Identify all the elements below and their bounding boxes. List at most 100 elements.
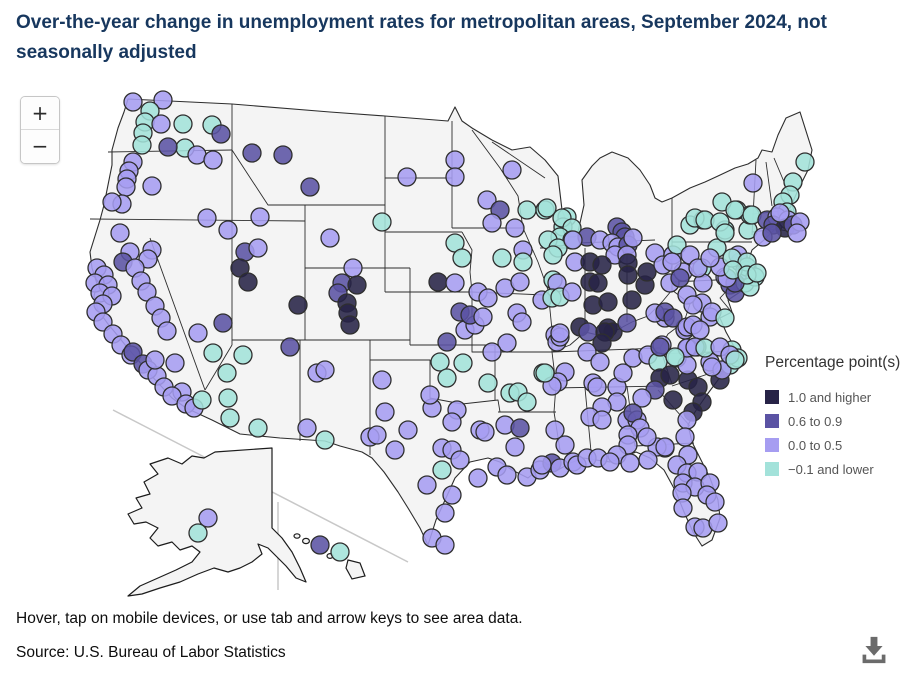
metro-area-dot[interactable] (233, 345, 253, 365)
metro-area-dot[interactable] (347, 275, 367, 295)
metro-area-dot[interactable] (340, 315, 360, 335)
metro-area-dot[interactable] (683, 295, 703, 315)
metro-area-dot[interactable] (213, 313, 233, 333)
metro-area-dot[interactable] (437, 368, 457, 388)
metro-area-dot[interactable] (330, 542, 350, 562)
metro-area-dot[interactable] (217, 363, 237, 383)
metro-area-dot[interactable] (398, 420, 418, 440)
metro-area-dot[interactable] (510, 418, 530, 438)
metro-area-dot[interactable] (238, 272, 258, 292)
metro-area-dot[interactable] (655, 437, 675, 457)
metro-area-dot[interactable] (478, 288, 498, 308)
metro-area-dot[interactable] (203, 343, 223, 363)
metro-area-dot[interactable] (420, 385, 440, 405)
metro-area-dot[interactable] (770, 203, 790, 223)
metro-area-dot[interactable] (372, 212, 392, 232)
metro-area-dot[interactable] (623, 228, 643, 248)
metro-area-dot[interactable] (300, 177, 320, 197)
metro-area-dot[interactable] (151, 114, 171, 134)
metro-area-dot[interactable] (588, 273, 608, 293)
metro-area-dot[interactable] (638, 450, 658, 470)
metro-area-dot[interactable] (145, 350, 165, 370)
metro-area-dot[interactable] (203, 150, 223, 170)
metro-area-dot[interactable] (211, 124, 231, 144)
metro-area-dot[interactable] (442, 412, 462, 432)
metro-area-dot[interactable] (417, 475, 437, 495)
metro-area-dot[interactable] (110, 223, 130, 243)
metro-area-dot[interactable] (372, 370, 392, 390)
metro-area-dot[interactable] (787, 223, 807, 243)
metro-area-dot[interactable] (435, 503, 455, 523)
metro-area-dot[interactable] (512, 312, 532, 332)
metro-area-dot[interactable] (725, 350, 745, 370)
metro-area-dot[interactable] (315, 360, 335, 380)
metro-area-dot[interactable] (725, 200, 745, 220)
metro-area-dot[interactable] (142, 176, 162, 196)
metro-area-dot[interactable] (297, 418, 317, 438)
metro-area-dot[interactable] (622, 290, 642, 310)
metro-area-dot[interactable] (702, 357, 722, 377)
metro-area-dot[interactable] (592, 410, 612, 430)
metro-area-dot[interactable] (663, 308, 683, 328)
metro-area-dot[interactable] (452, 248, 472, 268)
metro-area-dot[interactable] (385, 440, 405, 460)
metro-area-dot[interactable] (532, 455, 552, 475)
metro-area-dot[interactable] (482, 342, 502, 362)
metro-area-dot[interactable] (618, 265, 638, 285)
metro-area-dot[interactable] (708, 513, 728, 533)
metro-area-dot[interactable] (116, 177, 136, 197)
metro-area-dot[interactable] (587, 377, 607, 397)
metro-area-dot[interactable] (468, 468, 488, 488)
metro-area-dot[interactable] (502, 160, 522, 180)
metro-area-dot[interactable] (248, 238, 268, 258)
metro-area-dot[interactable] (477, 190, 497, 210)
metro-area-dot[interactable] (617, 313, 637, 333)
metro-area-dot[interactable] (598, 292, 618, 312)
metro-area-dot[interactable] (543, 245, 563, 265)
metro-area-dot[interactable] (445, 273, 465, 293)
dots-layer[interactable] (85, 90, 815, 562)
metro-area-dot[interactable] (715, 308, 735, 328)
metro-area-dot[interactable] (592, 255, 612, 275)
metro-area-dot[interactable] (188, 323, 208, 343)
metro-area-dot[interactable] (250, 207, 270, 227)
metro-area-dot[interactable] (187, 145, 207, 165)
metro-area-dot[interactable] (613, 363, 633, 383)
metro-area-dot[interactable] (218, 220, 238, 240)
metro-area-dot[interactable] (660, 365, 680, 385)
metro-area-dot[interactable] (367, 425, 387, 445)
metro-area-dot[interactable] (445, 167, 465, 187)
zoom-in-button[interactable]: + (21, 97, 59, 130)
metro-area-dot[interactable] (620, 453, 640, 473)
metro-area-dot[interactable] (677, 410, 697, 430)
metro-area-dot[interactable] (510, 272, 530, 292)
metro-area-dot[interactable] (310, 535, 330, 555)
metro-area-dot[interactable] (675, 427, 695, 447)
metro-area-dot[interactable] (650, 337, 670, 357)
download-icon[interactable] (858, 634, 890, 666)
metro-area-dot[interactable] (475, 422, 495, 442)
metro-area-dot[interactable] (690, 320, 710, 340)
metro-area-dot[interactable] (218, 388, 238, 408)
metro-area-dot[interactable] (592, 333, 612, 353)
metro-area-dot[interactable] (563, 230, 583, 250)
metro-area-dot[interactable] (537, 198, 557, 218)
metro-area-dot[interactable] (795, 152, 815, 172)
metro-area-dot[interactable] (197, 208, 217, 228)
metro-area-dot[interactable] (535, 363, 555, 383)
metro-area-dot[interactable] (600, 452, 620, 472)
metro-area-dot[interactable] (442, 485, 462, 505)
metro-area-dot[interactable] (132, 135, 152, 155)
metro-area-dot[interactable] (375, 402, 395, 422)
metro-area-dot[interactable] (517, 392, 537, 412)
metro-area-dot[interactable] (665, 347, 685, 367)
metro-area-dot[interactable] (450, 450, 470, 470)
metro-area-dot[interactable] (505, 218, 525, 238)
metro-area-dot[interactable] (482, 213, 502, 233)
metro-area-dot[interactable] (102, 192, 122, 212)
metro-area-dot[interactable] (637, 427, 657, 447)
metro-area-dot[interactable] (273, 145, 293, 165)
metro-area-dot[interactable] (432, 460, 452, 480)
metro-area-dot[interactable] (165, 353, 185, 373)
metro-area-dot[interactable] (242, 143, 262, 163)
